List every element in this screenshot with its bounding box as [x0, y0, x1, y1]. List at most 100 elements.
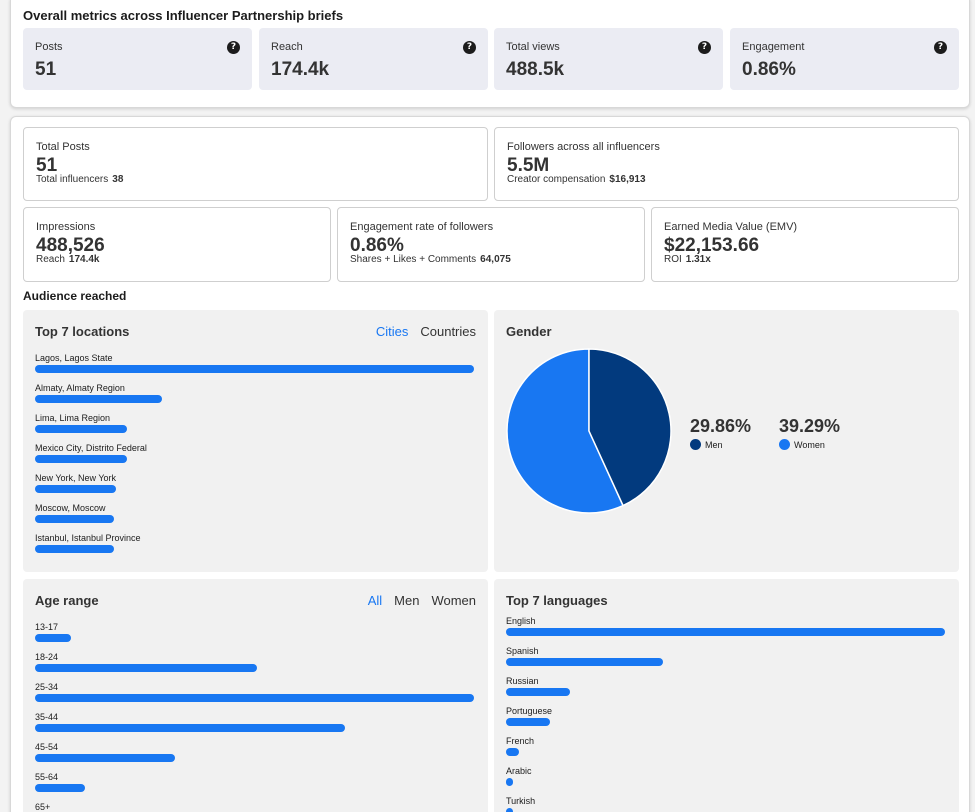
- bar-row: 65+: [35, 802, 474, 812]
- top-languages-card: Top 7 languages English Spanish Russian Por…: [494, 579, 959, 812]
- stat-value: 0.86%: [350, 235, 404, 256]
- bar: [35, 784, 86, 792]
- bar-label: 35-44: [35, 712, 59, 722]
- help-icon[interactable]: ?: [227, 41, 240, 54]
- men-percentage: 29.86%: [690, 416, 752, 436]
- bar: [35, 724, 345, 732]
- bar-label: 65+: [35, 802, 51, 812]
- bar: [35, 455, 128, 463]
- bar-label: Mexico City, Distrito Federal: [35, 443, 147, 453]
- women-percentage: 39.29%: [779, 416, 841, 436]
- metric-card-reach: Reach 174.4k ?: [259, 28, 488, 90]
- bar-row: 18-24: [35, 652, 474, 674]
- bar-row: 35-44: [35, 712, 474, 734]
- stat-value: 488,526: [36, 235, 105, 256]
- stat-sub-value: 174.4k: [68, 254, 100, 265]
- bar-label: Russian: [506, 676, 539, 686]
- bar-label: French: [506, 736, 535, 746]
- bar-row: 55-64: [35, 772, 474, 794]
- bar-row: French: [506, 736, 945, 758]
- metric-label: Engagement: [742, 41, 805, 53]
- stat-card-followers: Followers across all influencers 5.5M Cr…: [494, 127, 959, 201]
- bar-label: 55-64: [35, 772, 59, 782]
- women-label: Women: [794, 439, 825, 450]
- overall-metrics-title: Overall metrics across Influencer Partne…: [23, 8, 344, 23]
- bar: [506, 628, 945, 636]
- bar-label: English: [506, 616, 536, 626]
- toggle-all[interactable]: All: [367, 593, 383, 608]
- details-panel: Total Posts 51 Total influencers 38 Follo…: [10, 116, 970, 812]
- bar-label: New York, New York: [35, 473, 117, 483]
- card-title: Gender: [506, 324, 552, 339]
- bar-row: Arabic: [506, 766, 945, 788]
- bar: [35, 365, 474, 373]
- bar: [506, 718, 550, 726]
- bar-row: Almaty, Almaty Region: [35, 383, 474, 405]
- metric-value: 174.4k: [271, 59, 330, 80]
- stat-value: $22,153.66: [664, 235, 760, 256]
- bar: [506, 658, 663, 666]
- metric-label: Posts: [35, 41, 63, 53]
- metric-value: 488.5k: [506, 59, 565, 80]
- bar-label: 13-17: [35, 622, 59, 632]
- stat-sub-label: Reach: [36, 254, 65, 265]
- help-icon[interactable]: ?: [463, 41, 476, 54]
- gender-legend-women: 39.29% Women: [779, 416, 840, 450]
- stat-sub-label: ROI: [664, 254, 682, 265]
- bar-label: 45-54: [35, 742, 59, 752]
- pie-slice-men: [588, 348, 672, 507]
- stat-sub: Total influencers 38: [36, 174, 123, 185]
- toggle-countries[interactable]: Countries: [420, 324, 476, 339]
- stat-sub: ROI 1.31x: [664, 254, 711, 265]
- stat-sub-label: Creator compensation: [507, 174, 606, 185]
- toggle-women[interactable]: Women: [431, 593, 476, 608]
- stat-sub-label: Shares + Likes + Comments: [350, 254, 477, 265]
- gender-legend-men: 29.86% Men: [690, 416, 751, 450]
- bar: [35, 425, 128, 433]
- stat-card-total-posts: Total Posts 51 Total influencers 38: [23, 127, 488, 201]
- metric-card-total-views: Total views 488.5k ?: [494, 28, 723, 90]
- bar: [506, 748, 520, 756]
- bar: [506, 778, 513, 786]
- bar-label: Arabic: [506, 766, 532, 776]
- stat-label: Impressions: [36, 221, 96, 233]
- bar-row: 13-17: [35, 622, 474, 644]
- bar-row: Moscow, Moscow: [35, 503, 474, 525]
- stat-label: Total Posts: [36, 141, 90, 153]
- bar: [35, 634, 71, 642]
- stat-value: 51: [36, 155, 58, 176]
- bar-label: Turkish: [506, 796, 536, 806]
- women-color-dot: [779, 439, 790, 450]
- toggle-men[interactable]: Men: [394, 593, 420, 608]
- bar: [35, 664, 257, 672]
- metric-value: 51: [35, 59, 57, 80]
- gender-card: Gender 29.86% Men 39.29% Women: [494, 310, 959, 572]
- bar-label: Spanish: [506, 646, 539, 656]
- card-title: Top 7 locations: [35, 324, 130, 339]
- audience-reached-title: Audience reached: [23, 289, 127, 303]
- bar-row: Portuguese: [506, 706, 945, 728]
- bar-row: Russian: [506, 676, 945, 698]
- bar-label: Istanbul, Istanbul Province: [35, 533, 141, 543]
- bar-row: Lima, Lima Region: [35, 413, 474, 435]
- bar: [35, 485, 117, 493]
- bar-label: Portuguese: [506, 706, 553, 716]
- stat-label: Followers across all influencers: [507, 141, 660, 153]
- bar: [35, 515, 115, 523]
- stat-card-engagement-rate: Engagement rate of followers 0.86% Share…: [337, 207, 645, 282]
- men-label: Men: [705, 439, 723, 450]
- help-icon[interactable]: ?: [698, 41, 711, 54]
- help-icon[interactable]: ?: [934, 41, 947, 54]
- pie-slice-women: [506, 348, 625, 514]
- bar-label: 25-34: [35, 682, 59, 692]
- stat-card-emv: Earned Media Value (EMV) $22,153.66 ROI 1…: [651, 207, 959, 282]
- metric-label: Total views: [506, 41, 560, 53]
- metric-card-posts: Posts 51 ?: [23, 28, 252, 90]
- metric-label: Reach: [271, 41, 303, 53]
- women-legend-key: Women: [779, 439, 840, 450]
- stat-label: Earned Media Value (EMV): [664, 221, 798, 233]
- toggle-cities[interactable]: Cities: [375, 324, 409, 339]
- bar-label: Almaty, Almaty Region: [35, 383, 125, 393]
- bar-row: Mexico City, Distrito Federal: [35, 443, 474, 465]
- bar-row: Lagos, Lagos State: [35, 353, 474, 375]
